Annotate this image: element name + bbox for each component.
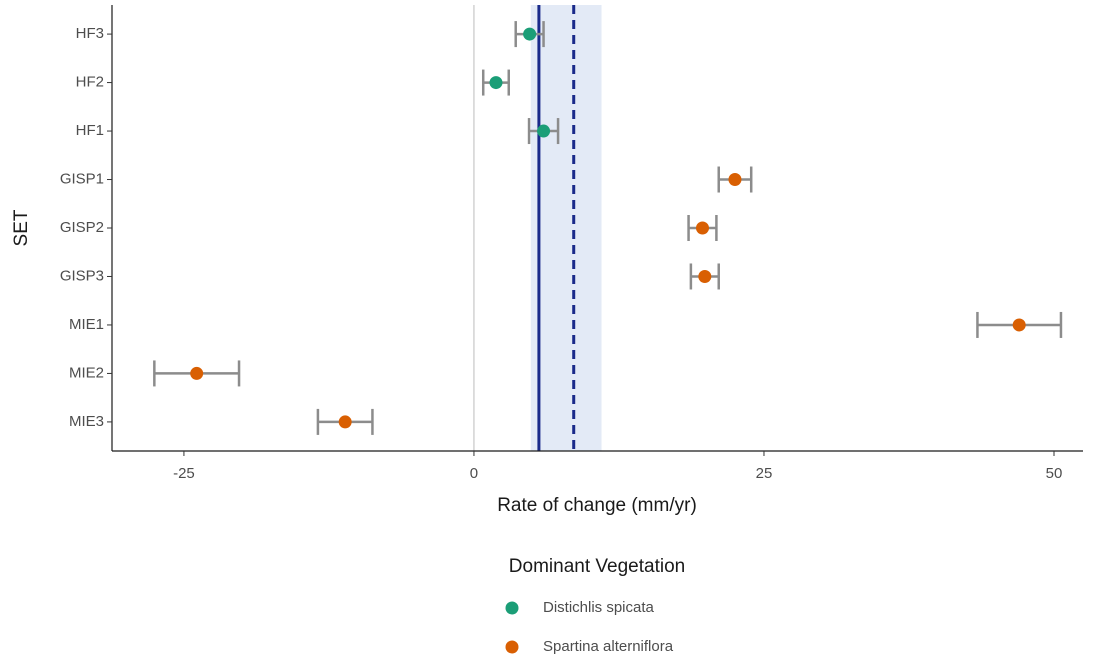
- x-tick-label: -25: [173, 465, 195, 482]
- point: [698, 269, 712, 283]
- point: [523, 27, 537, 41]
- legend-label: Distichlis spicata: [543, 599, 655, 616]
- point: [1012, 318, 1026, 332]
- x-tick-label: 25: [756, 465, 773, 482]
- point: [728, 173, 742, 187]
- y-tick-label: MIE1: [69, 316, 104, 333]
- y-axis-title: SET: [11, 209, 32, 246]
- reference-band: [530, 5, 602, 451]
- x-axis-title: Rate of change (mm/yr): [497, 495, 697, 516]
- y-tick-label: HF2: [76, 74, 104, 91]
- y-tick-label: GISP1: [60, 170, 104, 187]
- point: [190, 366, 204, 380]
- y-tick-label: MIE3: [69, 413, 104, 430]
- point: [338, 415, 352, 429]
- legend-marker: [505, 640, 519, 654]
- point: [695, 221, 709, 235]
- y-tick-label: GISP2: [60, 219, 104, 236]
- legend-marker: [505, 601, 519, 615]
- x-tick-label: 50: [1046, 465, 1063, 482]
- y-tick-label: HF3: [76, 25, 104, 42]
- legend-title: Dominant Vegetation: [509, 556, 685, 577]
- y-tick-label: GISP3: [60, 267, 104, 284]
- point: [537, 124, 551, 138]
- y-tick-label: HF1: [76, 122, 104, 139]
- y-tick-label: MIE2: [69, 364, 104, 381]
- point: [489, 76, 503, 90]
- x-tick-label: 0: [470, 465, 478, 482]
- legend-label: Spartina alterniflora: [543, 638, 674, 655]
